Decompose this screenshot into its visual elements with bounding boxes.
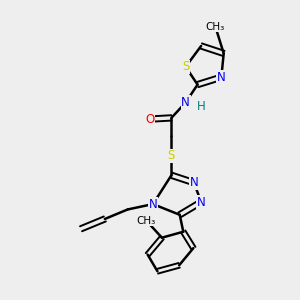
Text: CH₃: CH₃: [206, 22, 225, 32]
Text: S: S: [168, 149, 175, 162]
Text: CH₃: CH₃: [137, 216, 156, 226]
Text: N: N: [197, 196, 206, 208]
Text: S: S: [182, 60, 189, 73]
Text: N: N: [190, 176, 198, 189]
Text: O: O: [146, 112, 154, 126]
Text: N: N: [148, 198, 157, 211]
Text: N: N: [217, 71, 226, 84]
Text: N: N: [181, 96, 190, 109]
Text: H: H: [197, 100, 206, 112]
